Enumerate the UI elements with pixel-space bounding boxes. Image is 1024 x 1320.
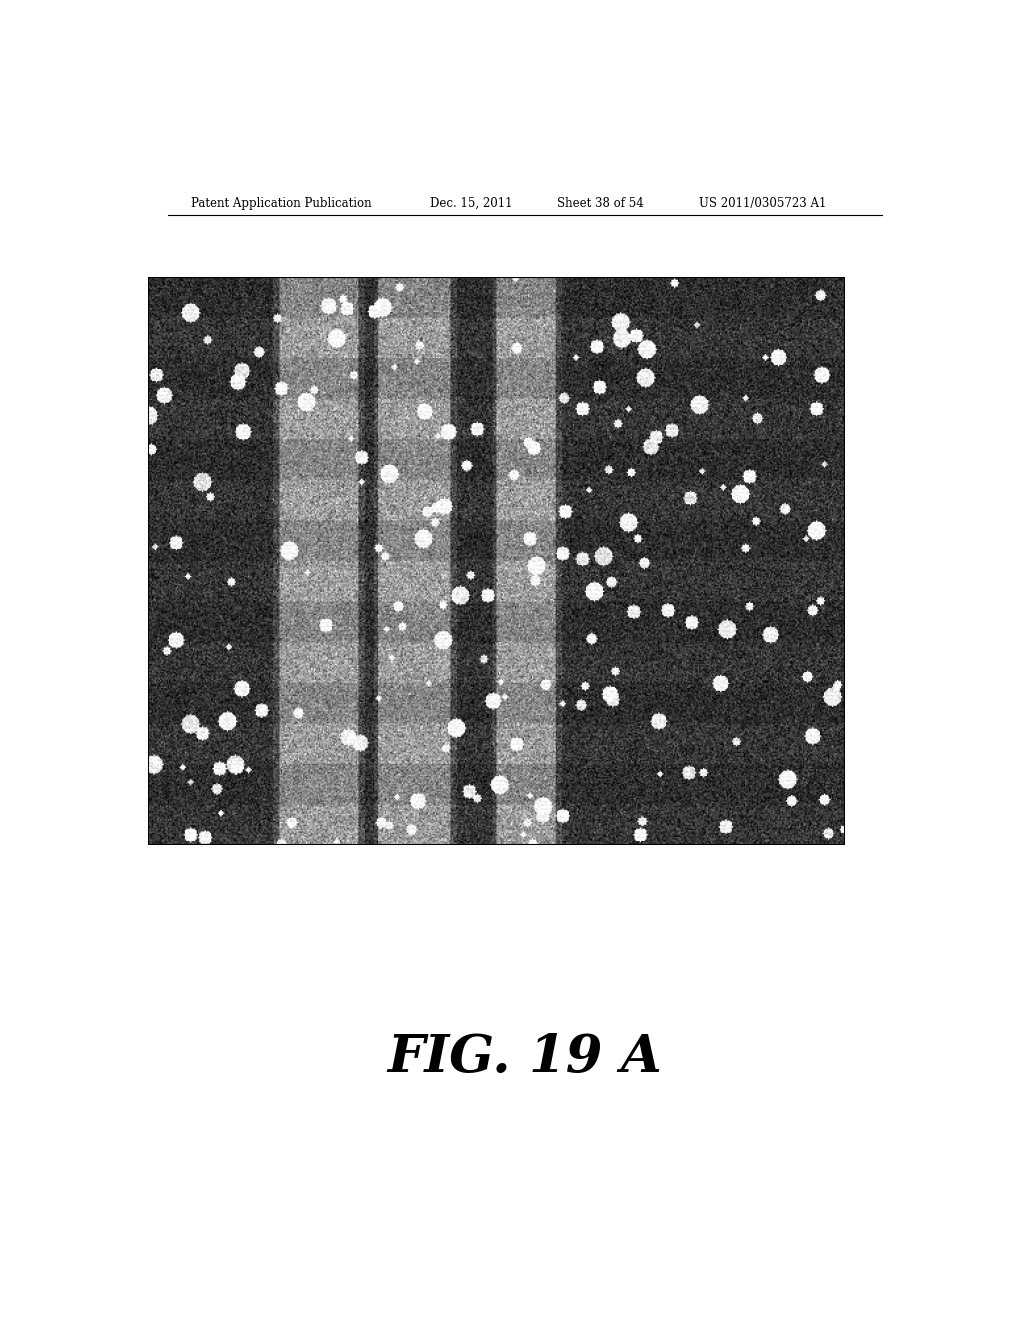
Text: Patent Application Publication: Patent Application Publication xyxy=(191,197,372,210)
Text: US 2011/0305723 A1: US 2011/0305723 A1 xyxy=(699,197,826,210)
Text: Dec. 15, 2011: Dec. 15, 2011 xyxy=(430,197,512,210)
Text: FIG. 19 A: FIG. 19 A xyxy=(387,1032,663,1084)
Bar xyxy=(148,277,845,845)
Text: Sheet 38 of 54: Sheet 38 of 54 xyxy=(557,197,643,210)
